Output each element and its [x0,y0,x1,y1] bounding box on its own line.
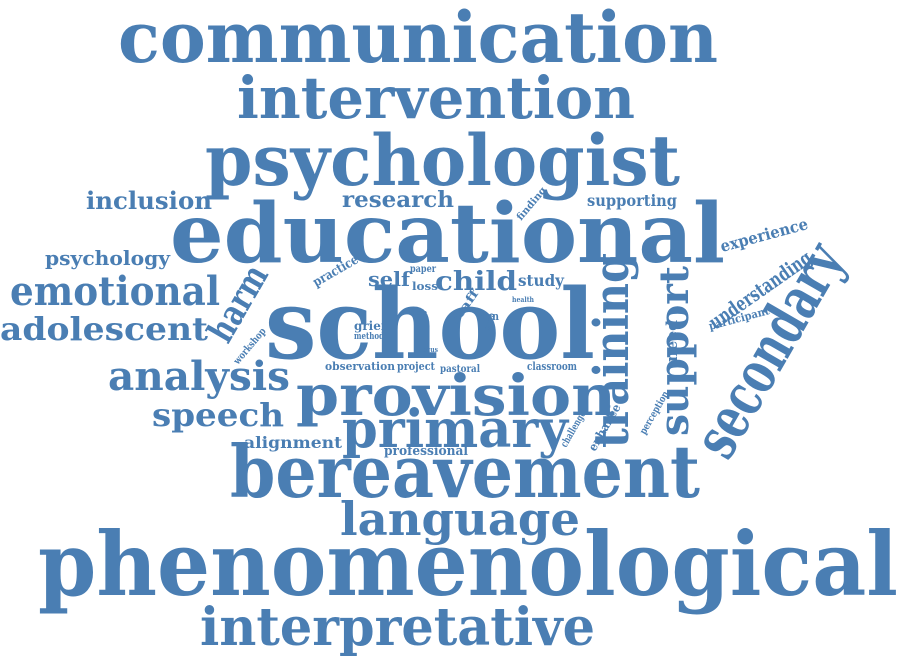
word-child: child [435,267,517,297]
word-analysis: analysis [108,353,290,400]
word-school: school [265,268,595,381]
word-bereavement: bereavement [230,429,700,514]
word-speech: speech [152,396,284,434]
word-self: self [368,267,411,291]
word-grief: grief [354,319,387,333]
word-paper: paper [410,264,437,275]
word-interpretative: interpretative [200,597,595,658]
word-adolescent: adolescent [0,310,208,348]
word-psychologist: psychologist [205,119,680,202]
word-provision: provision [296,363,616,429]
word-role: role [413,308,427,317]
word-project: project [397,360,436,373]
word-health: health [512,295,534,304]
word-supporting: supporting [587,191,677,210]
word-psychology: psychology [45,246,171,270]
word-professional: professional [384,444,468,459]
word-language: language [340,492,580,546]
word-focus: focus [420,345,438,354]
word-support: support [651,265,698,436]
word-emotional: emotional [10,268,220,315]
word-educational: educational [170,186,725,282]
word-intervention: intervention [237,64,635,132]
word-inclusion: inclusion [86,186,212,215]
word-loss: loss [412,280,438,293]
word-primary: primary [342,399,570,460]
word-alignment: alignment [244,433,343,452]
word-observation: observation [325,360,395,373]
word-method: method [354,332,385,342]
word-classroom: classroom [527,360,577,373]
word-slcn: slcn [477,310,499,323]
word-phenomenological: phenomenological [38,512,898,616]
word-training: training [584,253,640,448]
word-research: research [342,187,454,213]
word-study: study [518,271,565,290]
word-pastoral: pastoral [440,364,480,375]
word-communication: communication [118,0,718,79]
word-need: need [663,319,681,362]
